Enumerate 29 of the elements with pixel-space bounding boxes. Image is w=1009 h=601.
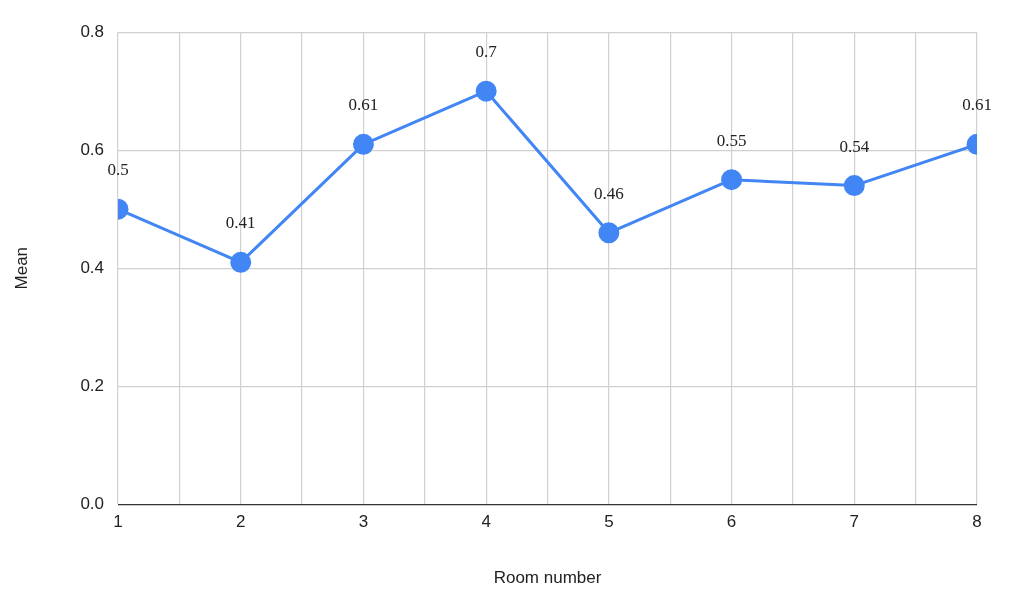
point <box>598 222 620 244</box>
y-axis-title: Mean <box>11 246 31 290</box>
data-label: 0.5 <box>107 160 129 180</box>
x-tick-label: 8 <box>972 512 982 532</box>
data-label: 0.46 <box>594 183 624 203</box>
x-axis-title: Room number <box>493 568 602 588</box>
y-tick-label: 0.0 <box>80 493 105 513</box>
data-label: 0.54 <box>839 136 870 156</box>
x-tick-label: 4 <box>481 512 491 532</box>
y-tick-label: 0.8 <box>80 21 105 41</box>
x-tick-label: 7 <box>849 512 860 532</box>
data-label: 0.41 <box>225 213 256 233</box>
point <box>721 169 743 191</box>
data-label: 0.61 <box>348 95 379 115</box>
point <box>843 175 865 197</box>
data-label: 0.55 <box>716 130 747 150</box>
x-tick-label: 2 <box>236 512 246 532</box>
x-tick-label: 1 <box>113 512 123 532</box>
point <box>352 133 374 155</box>
x-tick-label: 5 <box>604 512 614 532</box>
y-tick-label: 0.2 <box>80 375 105 395</box>
point <box>475 80 497 102</box>
point <box>230 251 252 273</box>
x-tick-label: 3 <box>358 512 369 532</box>
y-tick-label: 0.4 <box>80 257 105 277</box>
data-label: 0.7 <box>475 42 498 62</box>
x-tick-label: 6 <box>726 512 737 532</box>
data-label: 0.61 <box>962 95 992 115</box>
y-tick-label: 0.6 <box>80 139 105 159</box>
